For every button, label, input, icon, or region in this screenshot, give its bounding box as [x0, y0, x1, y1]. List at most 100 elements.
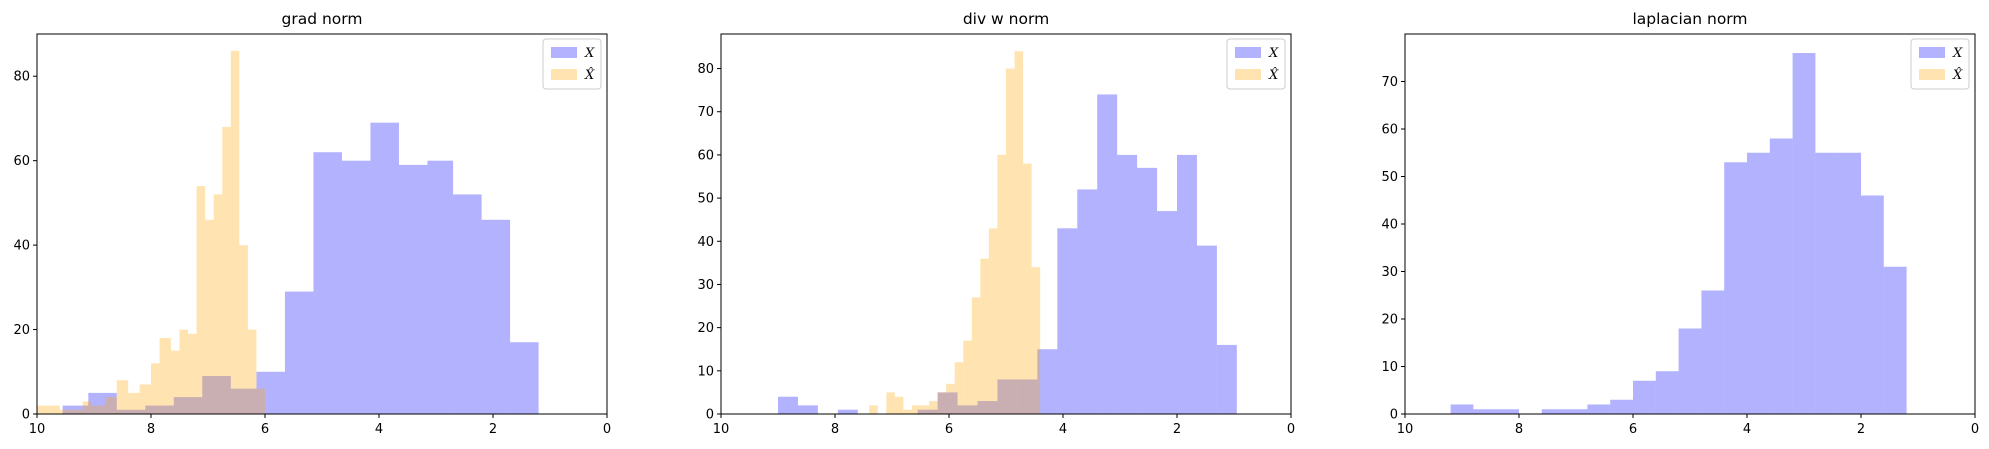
y-tick-label: 70	[1381, 75, 1398, 90]
histogram-bar	[91, 405, 106, 414]
legend: X X̂	[542, 38, 602, 90]
histogram-bar	[1473, 409, 1497, 414]
axes-frame	[36, 33, 608, 415]
legend-box	[1910, 38, 1970, 90]
histogram-bar	[997, 154, 1006, 414]
y-tick-label: 50	[697, 192, 714, 207]
histogram-bar	[954, 362, 964, 414]
histogram-bar	[510, 342, 539, 414]
histogram-bar	[82, 401, 92, 414]
legend-box	[542, 38, 602, 90]
legend-label: X̂	[584, 67, 595, 83]
histogram-bar	[1838, 152, 1861, 414]
chart-title: laplacian norm	[1632, 10, 1747, 28]
y-tick-label: 30	[1381, 265, 1398, 280]
histogram-bar	[1610, 399, 1633, 414]
x-tick-label: 10	[1397, 422, 1414, 437]
histogram-bar	[1196, 245, 1217, 414]
histogram-bar	[920, 405, 930, 414]
histogram-bar	[170, 350, 180, 414]
chart-title: div w norm	[963, 10, 1049, 28]
histogram-bar	[1450, 404, 1474, 414]
legend-swatch	[551, 69, 577, 80]
histogram-bar	[256, 371, 285, 414]
histogram-bar	[1883, 266, 1907, 414]
histogram-bar	[1137, 167, 1158, 414]
histogram-bar	[481, 219, 511, 414]
y-tick-label: 20	[13, 323, 30, 338]
histogram-bar	[1541, 409, 1565, 414]
y-tick-label: 60	[697, 148, 714, 163]
histogram-bar	[1655, 371, 1679, 414]
histogram-bar	[1037, 349, 1058, 414]
x-tick-label: 0	[1971, 422, 1979, 437]
histogram-bar	[1815, 152, 1839, 414]
histogram-bar	[937, 392, 958, 414]
histogram-bar	[196, 186, 206, 414]
histogram-bar	[205, 219, 214, 414]
histogram-bar	[903, 409, 912, 414]
y-tick-label: 40	[1381, 218, 1398, 233]
legend-swatch	[1919, 69, 1945, 80]
histogram-bar	[1157, 211, 1177, 414]
histogram-bar	[1564, 409, 1588, 414]
histogram-bar	[980, 258, 989, 414]
histogram-bar	[256, 388, 265, 414]
x-tick-label: 6	[261, 422, 269, 437]
histogram-bar	[1014, 51, 1024, 415]
y-tick-label: 0	[1390, 408, 1398, 423]
y-tick-label: 10	[1381, 360, 1398, 375]
histogram-bar	[370, 122, 399, 415]
histogram-bar	[398, 164, 428, 414]
histogram-bar	[1792, 53, 1816, 414]
histogram-bar	[1057, 228, 1078, 414]
legend-label: X̂	[1952, 67, 1963, 83]
histogram-bar	[247, 329, 257, 414]
histogram-bar	[173, 397, 203, 414]
histogram-bar	[797, 405, 818, 414]
y-tick-label: 10	[697, 364, 714, 379]
histogram-bar	[1031, 267, 1041, 414]
histogram-bar	[1769, 138, 1793, 414]
histogram-bar	[937, 392, 947, 414]
histogram-bar	[988, 228, 998, 414]
y-tick-label: 40	[13, 239, 30, 254]
legend-label: X	[1952, 46, 1963, 61]
x-tick-label: 4	[375, 422, 383, 437]
x-tick-label: 8	[831, 422, 839, 437]
x-tick-label: 2	[489, 422, 497, 437]
y-tick-label: 60	[13, 154, 30, 169]
x-tick-label: 0	[603, 422, 611, 437]
histogram-bar	[59, 409, 83, 414]
x-tick-label: 4	[1059, 422, 1067, 437]
histogram-bar	[151, 363, 160, 414]
histogram-bar	[179, 329, 189, 414]
histogram-bar	[453, 194, 482, 414]
histogram-bar	[1077, 189, 1098, 414]
histogram-bar	[159, 338, 171, 414]
histogram-bar	[977, 401, 998, 414]
y-tick-label: 0	[22, 408, 30, 423]
series-xhat	[37, 50, 265, 414]
x-tick-label: 8	[1515, 422, 1523, 437]
histogram-bar	[971, 297, 981, 414]
histogram-bar	[1023, 163, 1032, 414]
histogram-bar	[116, 380, 129, 414]
histogram-bar	[869, 405, 878, 414]
histogram-bar	[837, 409, 858, 414]
histogram-bar	[88, 392, 117, 414]
x-tick-label: 10	[29, 422, 46, 437]
histogram-bar	[222, 126, 231, 414]
histogram-bar	[230, 50, 240, 414]
histogram-bar	[1216, 344, 1237, 414]
y-tick-label: 70	[697, 105, 714, 120]
histogram-bar	[957, 405, 978, 414]
histogram-bar	[997, 379, 1018, 414]
histogram-bar	[929, 401, 938, 414]
series-xhat	[869, 51, 1041, 415]
histogram-bar	[128, 392, 140, 414]
histogram-bar	[116, 409, 146, 414]
histogram-bar	[145, 405, 174, 414]
histogram-bar	[886, 392, 895, 414]
